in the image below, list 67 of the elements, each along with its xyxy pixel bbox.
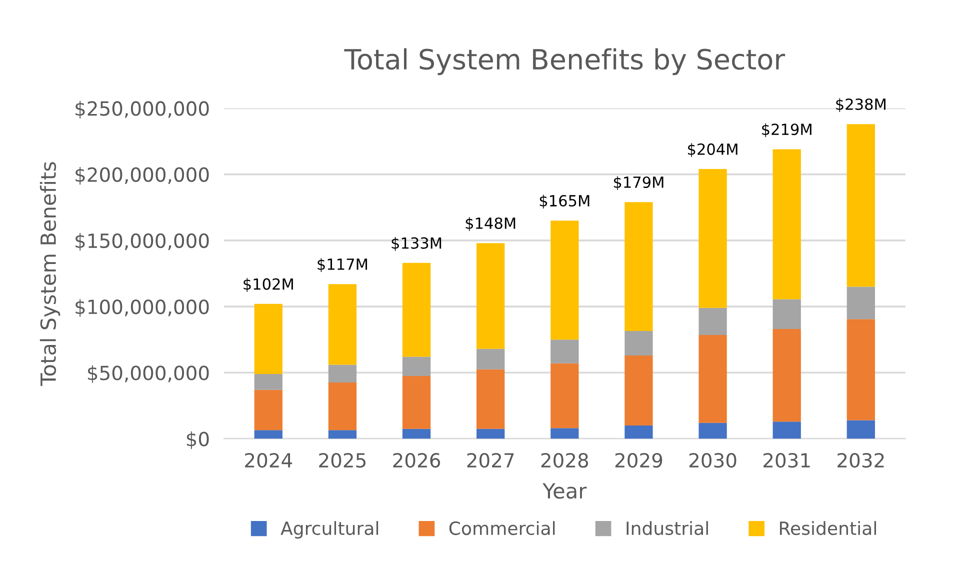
bar [402, 356, 431, 376]
x-tick-label: 2030 [689, 452, 736, 468]
legend-label: Commercial [449, 521, 555, 536]
bar [550, 340, 579, 364]
x-tick-label: 2032 [838, 452, 884, 468]
total-label: $219M [762, 123, 812, 138]
bar [698, 308, 727, 335]
bar [476, 369, 505, 429]
bar [476, 428, 505, 439]
bar [402, 376, 431, 429]
x-tick-label: 2026 [393, 452, 440, 468]
y-tick-label: $250,000,000 [76, 100, 209, 118]
y-tick-label: $150,000,000 [76, 233, 209, 251]
bar [550, 363, 579, 428]
bar [698, 169, 727, 308]
total-label: $102M [244, 278, 293, 292]
bar [550, 220, 579, 340]
bar [772, 149, 801, 300]
total-label: $148M [466, 217, 516, 232]
bar [624, 331, 653, 356]
x-tick-label: 2031 [764, 452, 810, 468]
legend-label: Industrial [626, 521, 708, 536]
x-tick-label: 2024 [245, 452, 292, 468]
bar [328, 364, 357, 383]
x-tick-label: 2029 [615, 452, 662, 468]
bar [402, 262, 431, 357]
bar [254, 374, 282, 390]
bar [772, 422, 801, 439]
bar [846, 124, 875, 287]
y-axis-title: Total System Benefits [40, 162, 60, 386]
bar [328, 284, 357, 365]
bar [328, 382, 357, 430]
x-axis-title: Year [542, 483, 587, 499]
bar [846, 286, 875, 320]
bar [846, 319, 875, 420]
bar [624, 426, 653, 439]
y-tick-label: $200,000,000 [76, 166, 209, 185]
legend-label: Agrcultural [280, 521, 378, 539]
bar [550, 428, 579, 439]
bar [254, 430, 282, 439]
total-label: $117M [318, 258, 367, 272]
bar [328, 430, 357, 439]
x-tick-label: 2025 [319, 452, 366, 468]
bar [624, 202, 653, 331]
total-label: $204M [688, 143, 738, 157]
y-tick-label: $50,000,000 [88, 365, 209, 383]
bar [254, 390, 282, 430]
total-label: $165M [540, 194, 590, 209]
bar [846, 420, 875, 439]
total-label: $133M [392, 237, 442, 251]
bar [698, 334, 727, 423]
total-label: $238M [836, 98, 886, 112]
bar [476, 243, 505, 349]
y-tick-label: $100,000,000 [76, 299, 209, 317]
bar [476, 348, 505, 370]
bar [254, 304, 282, 374]
x-tick-label: 2027 [467, 452, 514, 468]
bar [624, 355, 653, 426]
legend-label: Residential [780, 521, 876, 536]
chart-title: Total System Benefits by Sector [344, 48, 786, 76]
bar [772, 299, 801, 330]
y-tick-label: $0 [186, 431, 209, 449]
total-label: $179M [614, 176, 664, 190]
bar [402, 428, 431, 439]
bar [772, 329, 801, 422]
bar [698, 422, 727, 439]
x-tick-label: 2028 [541, 452, 588, 468]
